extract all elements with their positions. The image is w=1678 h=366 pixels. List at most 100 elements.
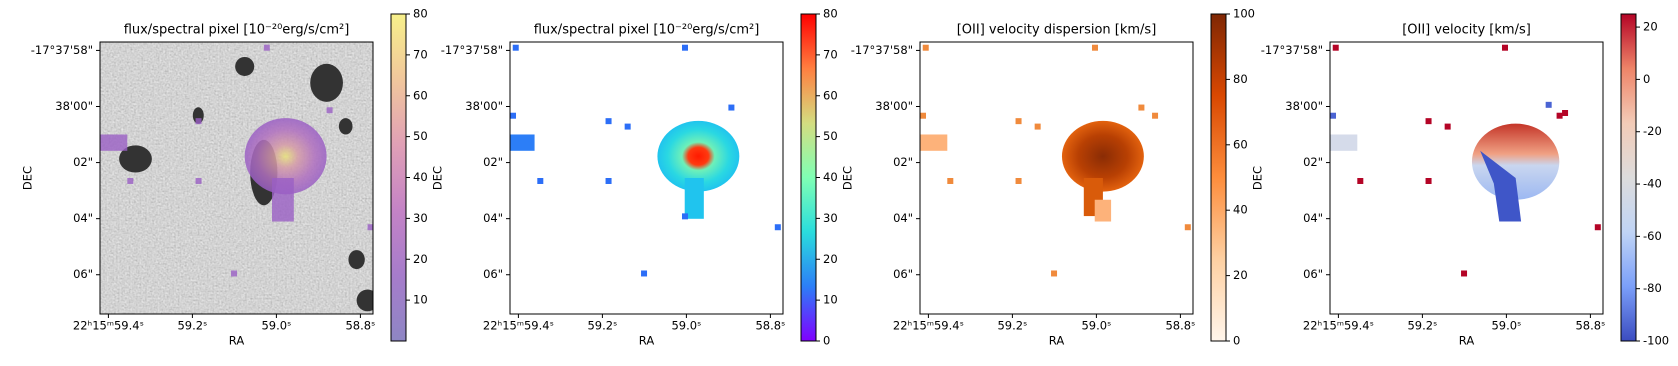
x-tick-label: 59.2ˢ (1407, 319, 1437, 333)
source-blob (310, 63, 343, 102)
x-tick-label: 59.0ˢ (671, 319, 701, 333)
colorbar-tick-label: -60 (1643, 229, 1662, 243)
pixel (1562, 110, 1569, 116)
colorbar-tick-label: 60 (1233, 137, 1248, 151)
panel-title: flux/spectral pixel [10⁻²⁰erg/s/cm²] (124, 23, 350, 38)
colorbar-tick-label: 60 (413, 88, 428, 102)
emission (1330, 134, 1358, 151)
axes-frame (99, 41, 374, 315)
y-axis-label: DEC (21, 166, 35, 190)
axes-frame (1329, 41, 1604, 315)
pixel (1556, 112, 1563, 119)
x-axis-label: RA (639, 334, 655, 348)
pixel (1501, 44, 1508, 51)
x-tick-label: 59.0ˢ (261, 319, 291, 333)
pixel (947, 178, 954, 184)
y-tick-label: 02" (73, 155, 93, 169)
emission (510, 134, 535, 151)
y-tick-label: 38'00" (875, 99, 913, 113)
y-tick-label: 02" (893, 155, 913, 169)
emission (244, 118, 327, 195)
colorbar (390, 13, 407, 342)
colorbar-tick-label: -20 (1643, 124, 1662, 138)
source-blob (235, 56, 255, 76)
pixel (1357, 178, 1364, 184)
y-tick-label: 04" (73, 211, 93, 225)
pixel (195, 118, 202, 125)
y-tick-label: 04" (1303, 211, 1323, 225)
pixel (774, 224, 781, 231)
y-axis-label: DEC (431, 166, 445, 190)
x-tick-label: 59.0ˢ (1081, 319, 1111, 333)
pixel (1152, 112, 1159, 119)
pixel (624, 123, 631, 130)
y-tick-label: 38'00" (55, 99, 93, 113)
colorbar-tick-label: 80 (1233, 72, 1248, 86)
map (510, 44, 781, 277)
source-blob (338, 118, 353, 135)
emission (100, 134, 128, 151)
y-tick-label: -17°37'58" (441, 43, 503, 57)
pixel (1425, 178, 1432, 184)
pixel (1425, 118, 1432, 125)
pixel (1051, 270, 1058, 277)
colorbar-tick-label: 40 (413, 170, 428, 184)
colorbar-tick-label: 70 (413, 47, 428, 61)
y-tick-label: 06" (483, 267, 503, 281)
y-axis-label: DEC (1251, 166, 1265, 190)
source-blob (119, 145, 152, 173)
colorbar-tick-label: 0 (1643, 72, 1650, 86)
x-tick-label: 22ʰ15ᵐ59.4ˢ (73, 319, 144, 333)
colorbar-tick-label: 0 (823, 334, 830, 348)
y-tick-label: 02" (1303, 155, 1323, 169)
colorbar-tick-label: -40 (1643, 177, 1662, 191)
emission (920, 134, 948, 151)
x-tick-label: 59.0ˢ (1491, 319, 1521, 333)
pixel (1332, 44, 1339, 51)
y-axis-label: DEC (841, 166, 855, 190)
x-tick-label: 58.8ˢ (1575, 319, 1605, 333)
colorbar-tick-label: 20 (1643, 20, 1658, 34)
pixel (922, 44, 929, 51)
pixel (326, 107, 333, 114)
colorbar-tick-label: 70 (823, 47, 838, 61)
x-axis-label: RA (1459, 334, 1475, 348)
emission (684, 178, 704, 219)
pixel (195, 178, 202, 184)
y-tick-label: 38'00" (1285, 99, 1323, 113)
emission (657, 120, 740, 192)
colorbar-tick-label: 20 (413, 252, 428, 266)
x-tick-label: 59.2ˢ (997, 319, 1027, 333)
panel-title: [OII] velocity [km/s] (1402, 23, 1531, 38)
y-tick-label: 02" (483, 155, 503, 169)
pixel (1015, 118, 1022, 125)
emission (1094, 199, 1112, 222)
map (100, 42, 373, 314)
colorbar-tick-label: 80 (413, 7, 428, 21)
panel-title: flux/spectral pixel [10⁻²⁰erg/s/cm²] (534, 23, 760, 38)
x-tick-label: 59.2ˢ (177, 319, 207, 333)
y-tick-label: 06" (1303, 267, 1323, 281)
pixel (1015, 178, 1022, 184)
x-tick-label: 58.8ˢ (755, 319, 785, 333)
x-tick-label: 58.8ˢ (1165, 319, 1195, 333)
emission (271, 178, 294, 222)
colorbar-tick-label: 30 (413, 211, 428, 225)
colorbar (1620, 13, 1637, 342)
x-tick-label: 22ʰ15ᵐ59.4ˢ (893, 319, 964, 333)
pixel (1091, 44, 1098, 51)
axes-frame (509, 41, 784, 315)
colorbar-tick-label: -80 (1643, 281, 1662, 295)
y-tick-label: -17°37'58" (1261, 43, 1323, 57)
y-tick-label: -17°37'58" (31, 43, 93, 57)
pixel (1184, 224, 1191, 231)
pixel (681, 44, 688, 51)
colorbar-tick-label: 80 (823, 7, 838, 21)
colorbar-tick-label: 50 (823, 129, 838, 143)
y-tick-label: 04" (483, 211, 503, 225)
pixel (1545, 101, 1552, 108)
colorbar-tick-label: 10 (413, 293, 428, 307)
colorbar-tick-label: 60 (823, 88, 838, 102)
x-tick-label: 22ʰ15ᵐ59.4ˢ (483, 319, 554, 333)
